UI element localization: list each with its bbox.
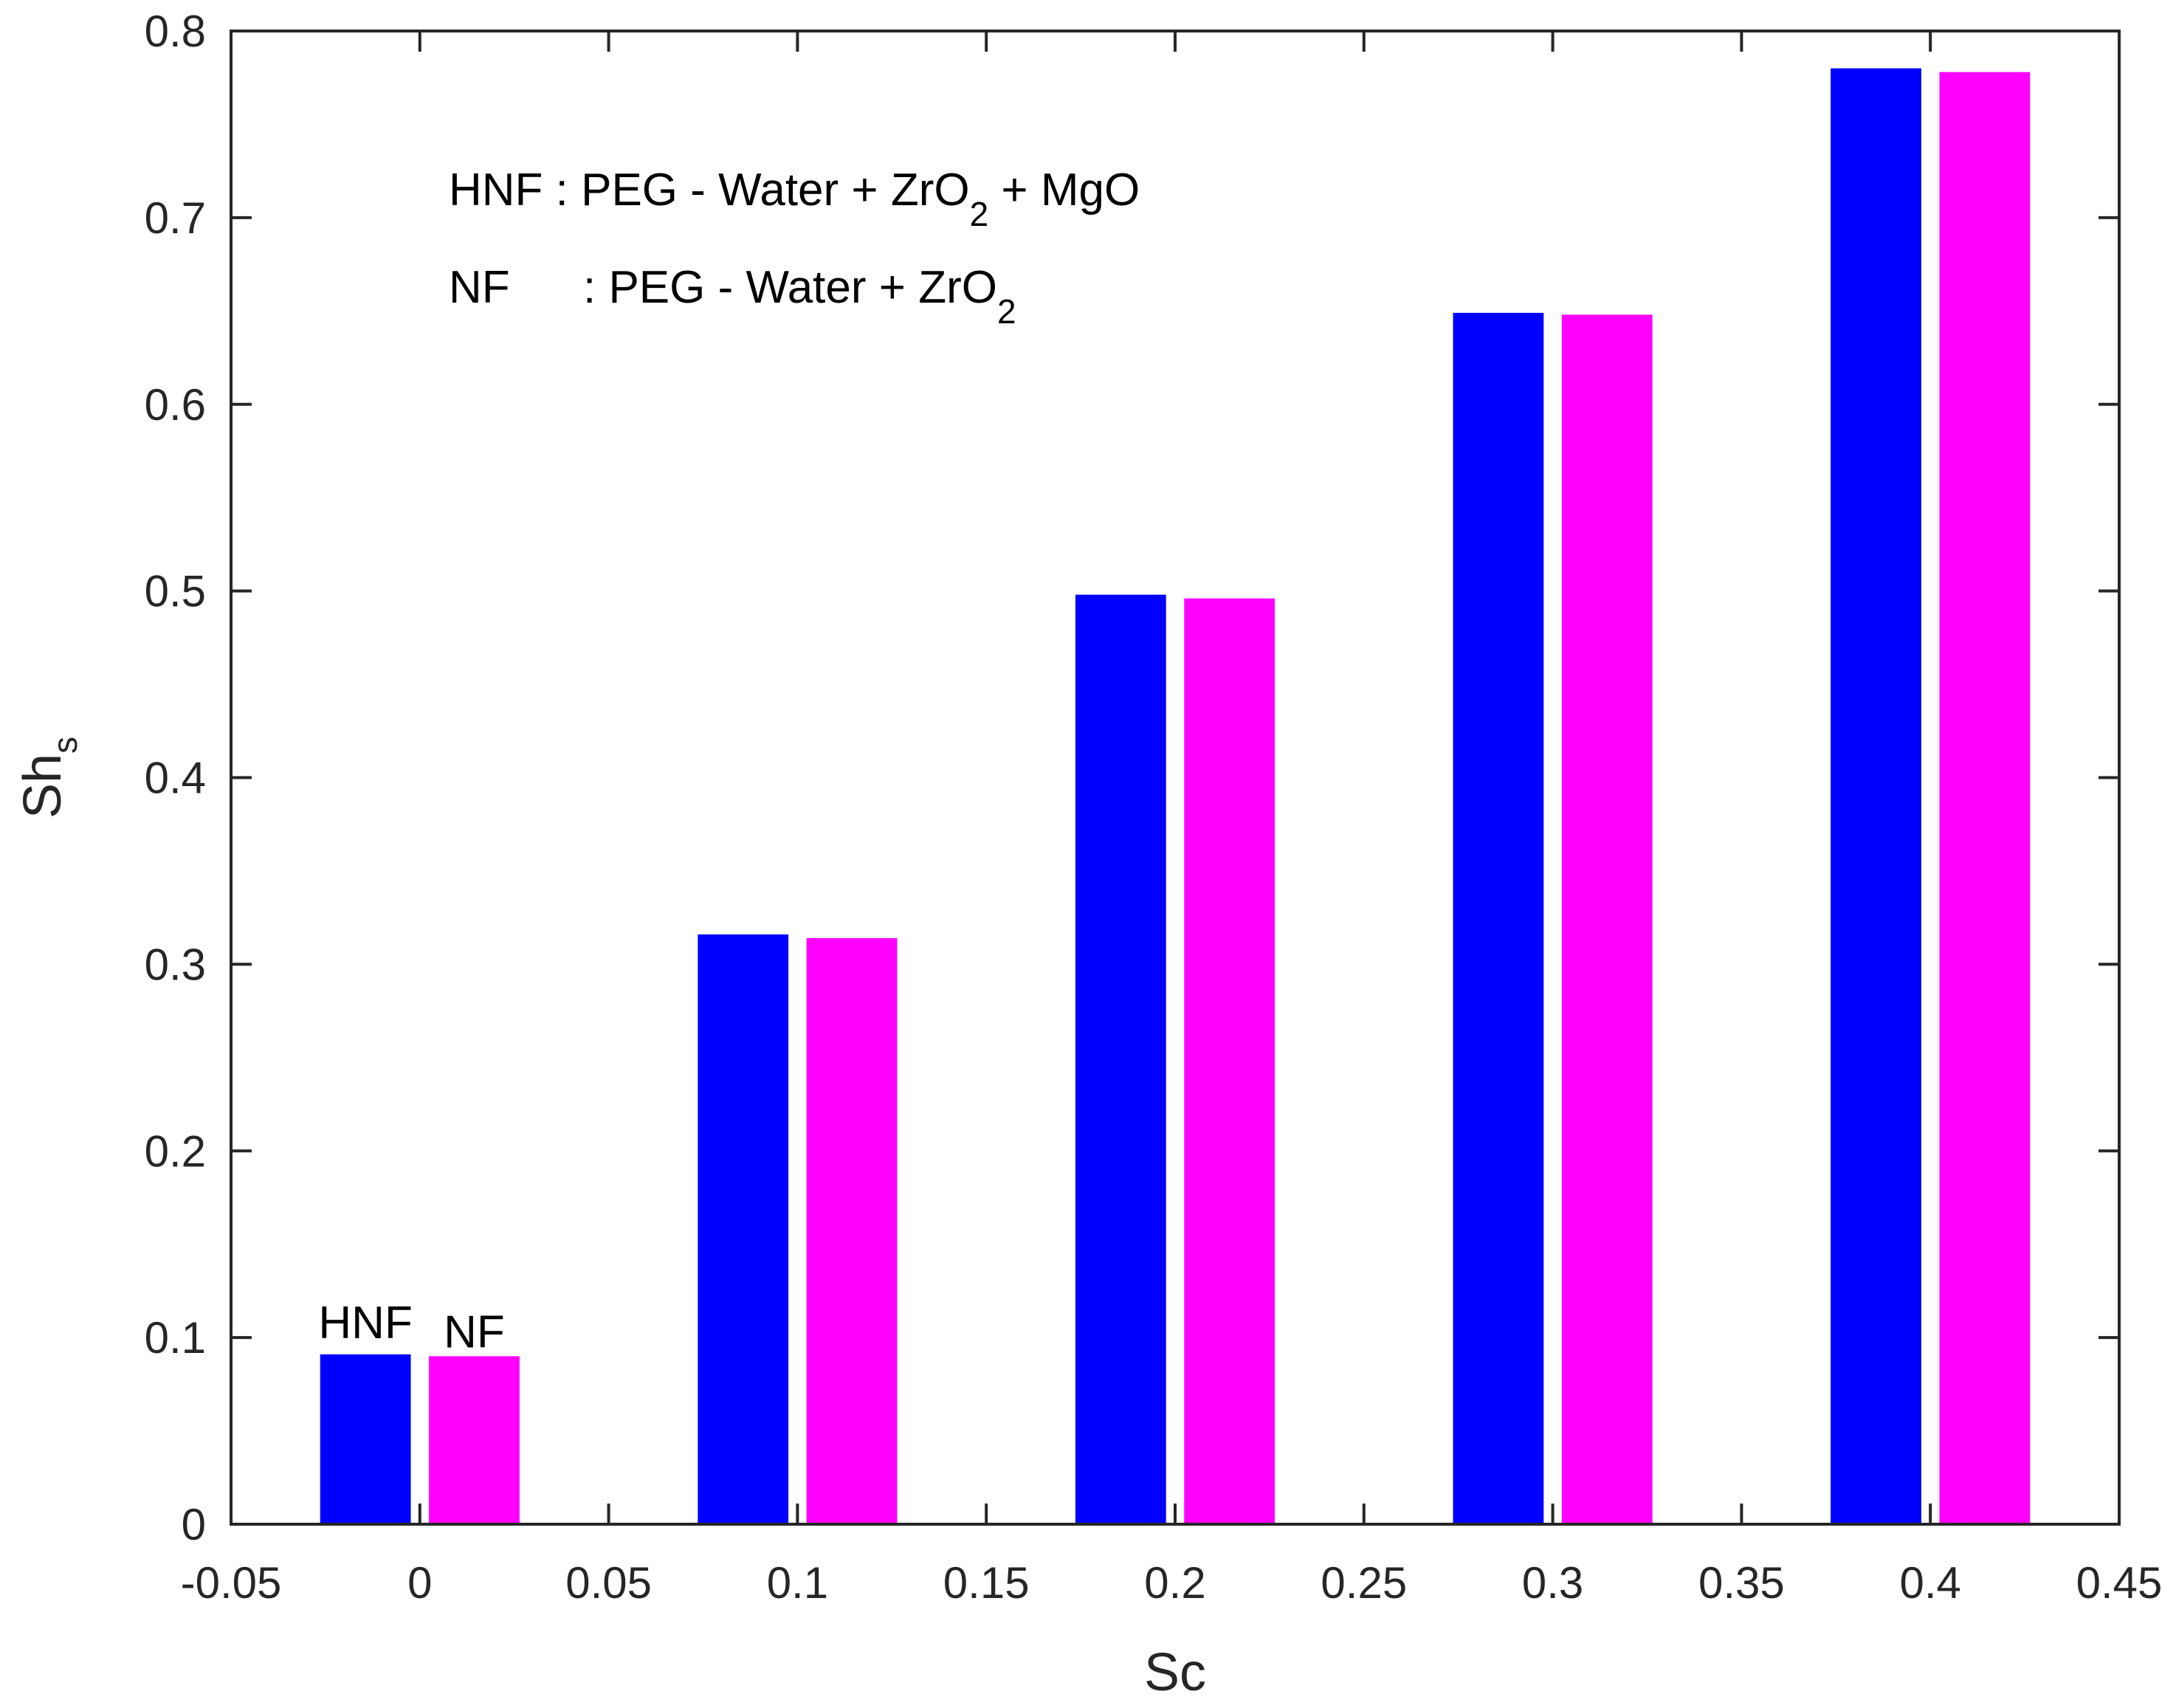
y-tick-label-0: 0 xyxy=(182,1500,206,1549)
y-axis-title: Shs xyxy=(13,737,84,819)
y-tick-label-1: 0.1 xyxy=(145,1313,206,1363)
annotation-0-part-0: HNF : PEG - Water + ZrO xyxy=(449,165,970,216)
annotation-1-part-0: NF xyxy=(449,262,510,313)
bar-hnf-0 xyxy=(320,1354,411,1524)
x-tick-label-3: 0.1 xyxy=(767,1558,828,1608)
x-tick-label-9: 0.4 xyxy=(1899,1558,1960,1608)
y-axis-title-base: Sh xyxy=(13,754,72,819)
y-tick-label-5: 0.5 xyxy=(145,567,206,616)
x-axis-title: Sc xyxy=(1144,1643,1206,1702)
bar-hnf-1 xyxy=(698,934,789,1524)
y-axis-title-subscript: s xyxy=(46,737,84,754)
x-tick-label-10: 0.45 xyxy=(2076,1558,2163,1608)
annotation-1-part-1: : PEG - Water + ZrO xyxy=(583,262,997,313)
bar-hnf-3 xyxy=(1453,312,1544,1524)
bar-nf-3 xyxy=(1561,314,1653,1524)
annotation-line-1: NF : PEG - Water + ZrO2 xyxy=(449,262,1016,331)
bar-label-hnf: HNF xyxy=(318,1298,412,1349)
bars-group xyxy=(320,68,2031,1525)
y-tick-label-7: 0.7 xyxy=(145,193,206,243)
x-tick-labels: -0.05 0 0.05 0.1 0.15 0.2 0.25 0.3 0.35 0.4 0.45 xyxy=(181,1558,2163,1608)
bar-nf-0 xyxy=(429,1356,520,1524)
ticks-group xyxy=(230,30,2121,1526)
y-tick-label-6: 0.6 xyxy=(145,380,206,430)
x-tick-label-1: 0 xyxy=(407,1558,432,1608)
bar-hnf-4 xyxy=(1831,68,1921,1525)
y-tick-labels: 0 0.1 0.2 0.3 0.4 0.5 0.6 0.7 0.8 xyxy=(145,7,206,1549)
bar-label-nf: NF xyxy=(444,1306,505,1357)
y-tick-label-3: 0.3 xyxy=(145,940,206,989)
annotation-0-part-1: 2 xyxy=(970,195,989,233)
bar-nf-4 xyxy=(1939,72,2031,1525)
x-tick-label-8: 0.35 xyxy=(1698,1558,1785,1608)
y-tick-label-8: 0.8 xyxy=(145,7,206,56)
bar-nf-1 xyxy=(806,937,898,1524)
x-tick-label-4: 0.15 xyxy=(943,1558,1030,1608)
y-tick-label-4: 0.4 xyxy=(145,754,206,803)
bar-nf-2 xyxy=(1184,598,1275,1524)
x-tick-label-0: -0.05 xyxy=(181,1558,282,1608)
x-tick-label-7: 0.3 xyxy=(1522,1558,1583,1608)
annotation-line-0: HNF : PEG - Water + ZrO2 + MgO xyxy=(449,165,1140,233)
x-tick-label-6: 0.25 xyxy=(1321,1558,1407,1608)
y-tick-label-2: 0.2 xyxy=(145,1126,206,1176)
bar-hnf-2 xyxy=(1075,594,1166,1524)
x-tick-label-2: 0.05 xyxy=(565,1558,652,1608)
x-tick-label-5: 0.2 xyxy=(1144,1558,1205,1608)
bar-labels-group: HNF NF xyxy=(318,1298,504,1358)
annotation-0-part-2: + MgO xyxy=(988,165,1140,216)
annotation-1-part-2: 2 xyxy=(997,292,1016,331)
